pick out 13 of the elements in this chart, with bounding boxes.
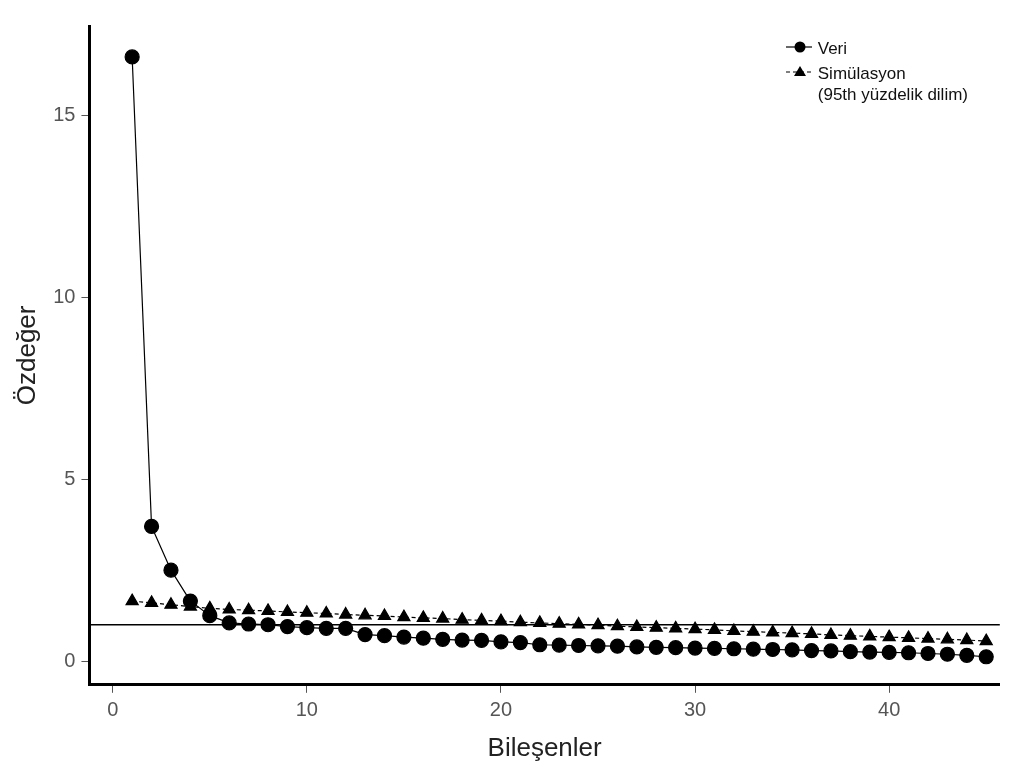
y-tick-label: 10 <box>53 284 76 307</box>
x-tick-label: 10 <box>295 698 318 721</box>
x-tick-label: 40 <box>878 698 901 721</box>
y-tick-label: 15 <box>53 102 76 125</box>
y-tick-label: 0 <box>64 648 76 671</box>
legend-label: Veri <box>817 38 848 59</box>
x-axis-title: Bileşenler <box>487 731 603 762</box>
x-tick-label: 30 <box>683 698 707 721</box>
x-tick-label: 20 <box>489 698 513 721</box>
y-tick-label: 5 <box>64 466 76 489</box>
x-tick-label: 0 <box>107 698 119 721</box>
y-axis-title: Özdeğer <box>10 305 41 406</box>
legend-label: Simülasyon (95th yüzdelik dilim) <box>817 63 968 105</box>
